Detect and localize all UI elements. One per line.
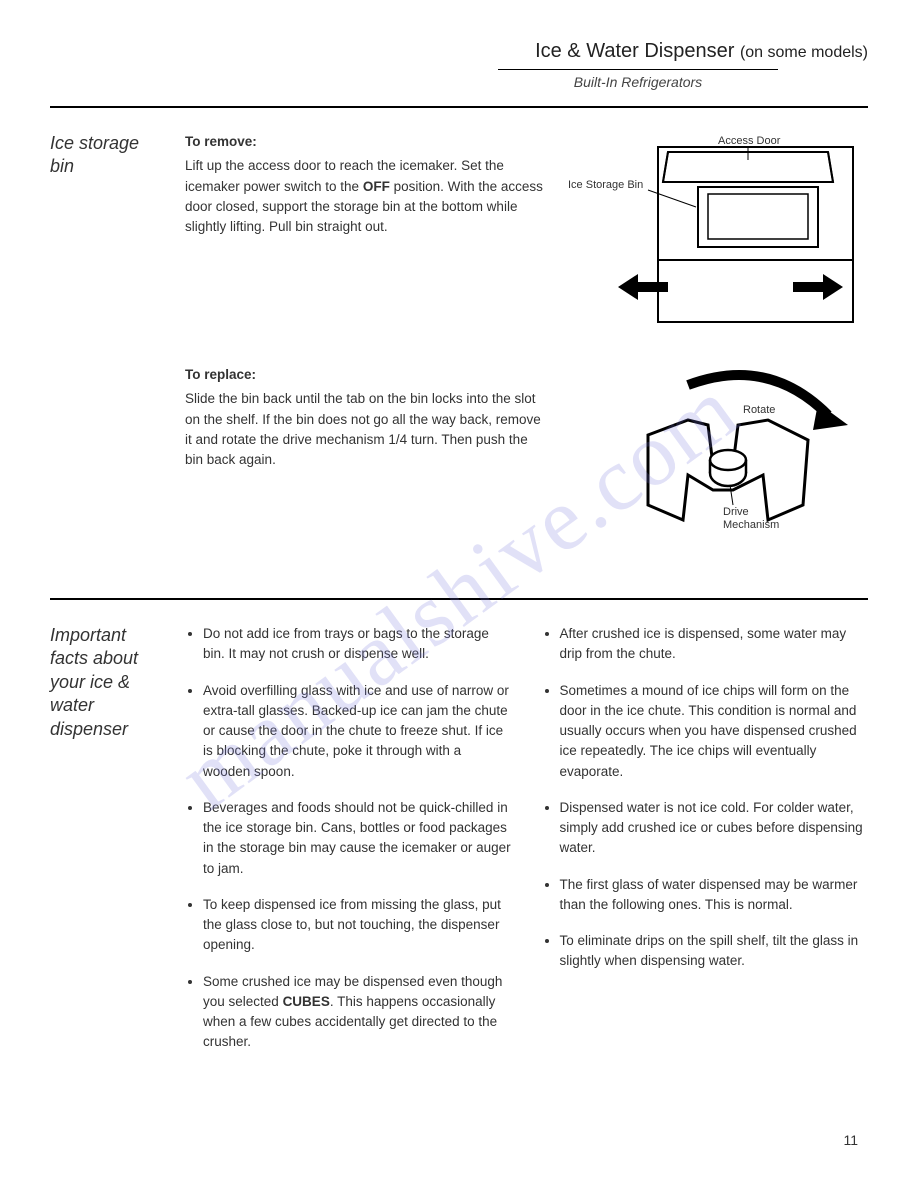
list-item: The first glass of water dispensed may b…	[560, 875, 869, 916]
facts-col-1: Do not add ice from trays or bags to the…	[185, 624, 512, 1069]
remove-bold: OFF	[363, 179, 390, 194]
facts-list-1: Do not add ice from trays or bags to the…	[185, 624, 512, 1053]
facts-list-2: After crushed ice is dispensed, some wat…	[542, 624, 869, 972]
para-remove: Lift up the access door to reach the ice…	[185, 156, 548, 237]
block-remove: To remove: Lift up the access door to re…	[185, 132, 868, 335]
facts-col-2: After crushed ice is dispensed, some wat…	[542, 624, 869, 1069]
diagram-remove: Access Door Ice Storage Bin	[568, 132, 868, 335]
page-title: Ice & Water Dispenser (on some models)	[50, 40, 868, 63]
block-replace: To replace: Slide the bin back until the…	[185, 365, 868, 558]
divider-mid	[50, 598, 868, 600]
drive-mechanism-diagram-icon: Rotate Drive Mechanism	[568, 365, 868, 555]
list-item: Some crushed ice may be dispensed even t…	[203, 972, 512, 1053]
text-remove: To remove: Lift up the access door to re…	[185, 132, 548, 335]
subtitle-wrap: Built-In Refrigerators	[50, 63, 868, 92]
diagram-replace: Rotate Drive Mechanism	[568, 365, 868, 558]
title-main: Ice & Water Dispenser	[535, 40, 734, 62]
page-subtitle: Built-In Refrigerators	[498, 69, 778, 90]
list-item: Avoid overfilling glass with ice and use…	[203, 681, 512, 782]
label-rotate: Rotate	[743, 404, 775, 416]
section-ice-storage: Ice storage bin To remove: Lift up the a…	[50, 132, 868, 558]
title-note: (on some models)	[740, 44, 868, 61]
side-label-facts: Important facts about your ice & water d…	[50, 624, 165, 1069]
label-access-door: Access Door	[718, 135, 781, 147]
text-replace: To replace: Slide the bin back until the…	[185, 365, 548, 558]
list-item: To keep dispensed ice from missing the g…	[203, 895, 512, 956]
list-item: Dispensed water is not ice cold. For col…	[560, 798, 869, 859]
list-item: After crushed ice is dispensed, some wat…	[560, 624, 869, 665]
list-item: Do not add ice from trays or bags to the…	[203, 624, 512, 665]
label-ice-storage-bin: Ice Storage Bin	[568, 179, 643, 191]
divider-top	[50, 106, 868, 108]
label-replace: To replace:	[185, 365, 548, 385]
label-drive-2: Mechanism	[723, 519, 779, 531]
label-drive-1: Drive	[723, 506, 749, 518]
para-replace: Slide the bin back until the tab on the …	[185, 389, 548, 470]
page-number: 11	[843, 1132, 858, 1148]
label-remove: To remove:	[185, 132, 548, 152]
ice-bin-diagram-icon: Access Door Ice Storage Bin	[568, 132, 868, 332]
li-bold: CUBES	[283, 994, 330, 1009]
page-header: Ice & Water Dispenser (on some models) B…	[50, 40, 868, 92]
side-label-ice-storage: Ice storage bin	[50, 132, 165, 558]
list-item: To eliminate drips on the spill shelf, t…	[560, 931, 869, 972]
list-item: Sometimes a mound of ice chips will form…	[560, 681, 869, 782]
list-item: Beverages and foods should not be quick-…	[203, 798, 512, 879]
section-important-facts: Important facts about your ice & water d…	[50, 624, 868, 1069]
